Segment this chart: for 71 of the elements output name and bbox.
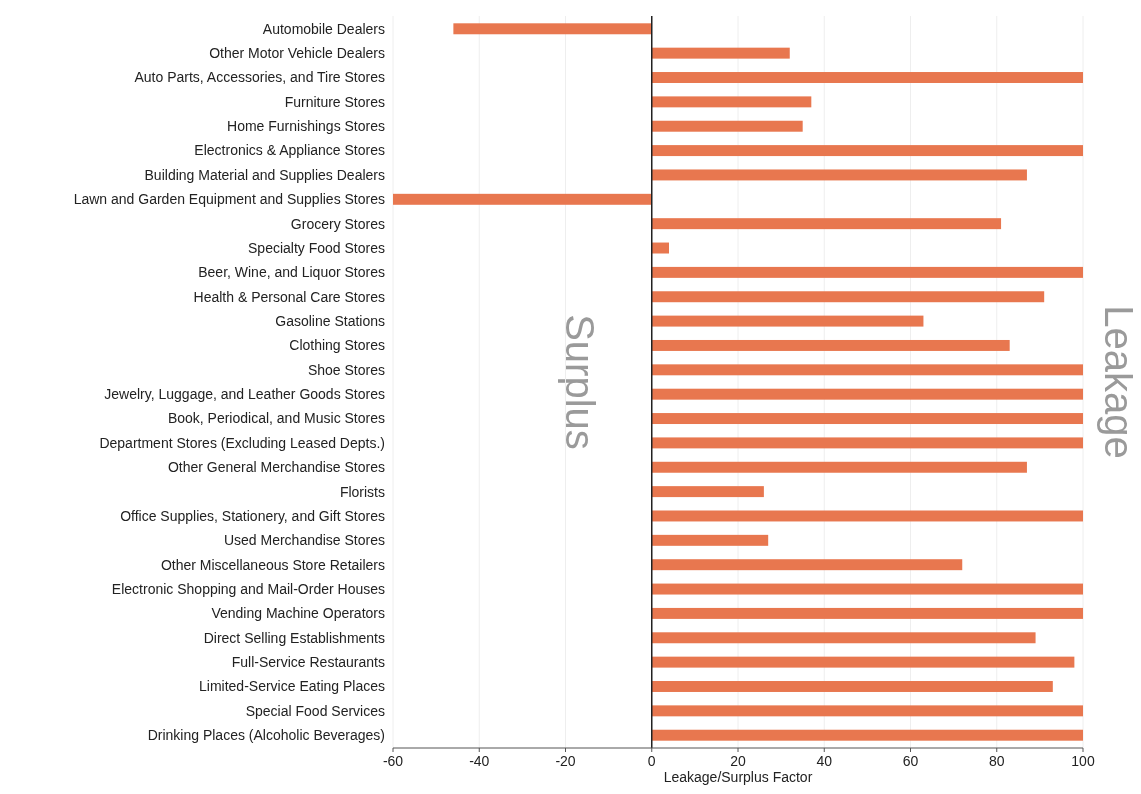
bar	[651, 266, 1083, 278]
y-tick-label: Other Motor Vehicle Dealers	[209, 45, 385, 62]
bar	[651, 705, 1083, 717]
bar	[651, 681, 1053, 692]
bar	[651, 486, 764, 498]
bar	[651, 559, 963, 571]
x-tick-label: 40	[816, 753, 833, 769]
bar	[651, 729, 1083, 741]
bar	[651, 510, 1083, 522]
bar	[651, 242, 669, 254]
y-tick-label: Auto Parts, Accessories, and Tire Stores	[134, 69, 385, 86]
y-tick-label: Grocery Stores	[290, 215, 385, 232]
bar	[651, 607, 1083, 619]
x-tick-label: -40	[469, 753, 490, 769]
bar	[651, 461, 1027, 473]
x-tick-label: 100	[1071, 753, 1095, 769]
bar	[651, 632, 1036, 644]
bar	[651, 364, 1083, 376]
bar	[651, 534, 769, 546]
y-tick-label: Health & Personal Care Stores	[193, 288, 385, 305]
y-tick-label: Electronics & Appliance Stores	[194, 142, 385, 159]
y-tick-label: Drinking Places (Alcoholic Beverages)	[147, 727, 385, 744]
y-tick-label: Used Merchandise Stores	[223, 532, 385, 549]
bar	[651, 169, 1027, 181]
bar	[651, 218, 1002, 230]
bar	[651, 388, 1083, 400]
annotation: Surplus	[557, 314, 602, 450]
y-tick-label: Specialty Food Stores	[248, 239, 385, 256]
bar	[651, 437, 1083, 449]
bar	[393, 193, 652, 205]
y-tick-label: Shoe Stores	[307, 361, 385, 378]
y-tick-label: Department Stores (Excluding Leased Depts.)	[99, 434, 385, 451]
bar	[651, 120, 803, 132]
bar	[651, 656, 1075, 668]
y-tick-label: Vending Machine Operators	[211, 605, 385, 622]
x-tick-label: 0	[647, 753, 656, 769]
bar	[651, 47, 790, 59]
y-tick-label: Other Miscellaneous Store Retailers	[160, 556, 385, 573]
y-tick-label: Gasoline Stations	[275, 313, 385, 329]
bar	[651, 315, 924, 327]
bar	[651, 413, 1083, 425]
y-tick-label: Building Material and Supplies Dealers	[144, 166, 385, 183]
y-tick-label: Florists	[339, 483, 385, 500]
x-tick-label: 20	[730, 753, 746, 769]
y-tick-label: Book, Periodical, and Music Stores	[167, 410, 385, 427]
y-tick-label: Direct Selling Establishments	[203, 629, 385, 646]
x-tick-label: 60	[902, 753, 919, 769]
y-tick-label: Full-Service Restaurants	[231, 654, 385, 671]
y-tick-label: Limited-Service Eating Places	[199, 678, 385, 695]
bar	[651, 339, 1010, 351]
bar	[651, 72, 1083, 83]
bar	[651, 145, 1083, 157]
x-tick-label: -60	[382, 753, 404, 769]
y-tick-label: Automobile Dealers	[262, 20, 385, 37]
y-tick-label: Home Furnishings Stores	[227, 118, 385, 135]
x-tick-label: 80	[988, 753, 1005, 769]
y-tick-label: Special Food Services	[245, 702, 385, 719]
y-tick-label: Beer, Wine, and Liquor Stores	[198, 264, 385, 281]
y-tick-label: Other General Merchandise Stores	[167, 459, 385, 476]
y-tick-label: Clothing Stores	[289, 337, 385, 354]
x-axis-title: Leakage/Surplus Factor	[663, 769, 813, 785]
bar	[651, 583, 1083, 595]
bar	[651, 96, 812, 108]
y-tick-label: Office Supplies, Stationery, and Gift Stores	[120, 507, 385, 524]
bar	[651, 291, 1045, 303]
y-tick-label: Electronic Shopping and Mail-Order Houses	[111, 580, 385, 597]
x-tick-label: -20	[555, 753, 576, 769]
bar	[453, 23, 652, 35]
y-tick-label: Furniture Stores	[284, 93, 385, 110]
y-tick-label: Jewelry, Luggage, and Leather Goods Stores	[104, 386, 385, 403]
y-tick-label: Lawn and Garden Equipment and Supplies Stores	[73, 191, 385, 208]
